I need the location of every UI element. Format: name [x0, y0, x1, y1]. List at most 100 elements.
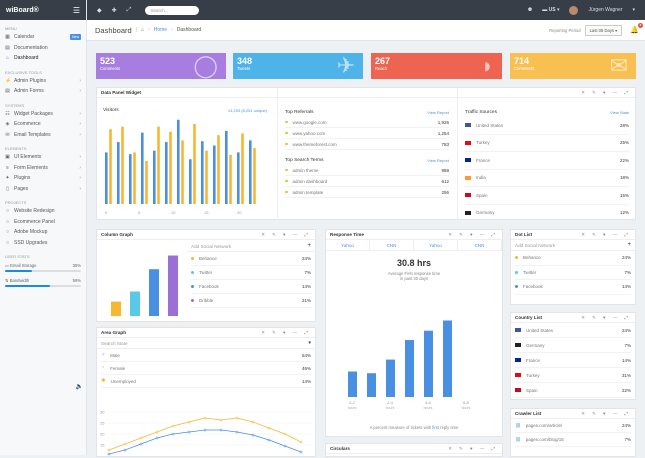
- tab-cnn[interactable]: CNN: [458, 240, 502, 250]
- crawler-row[interactable]: ⛓ pages.com/blog/15 7%: [515, 433, 631, 447]
- search-input[interactable]: Search...: [145, 5, 200, 15]
- traffic-row[interactable]: United States 28%: [465, 117, 629, 135]
- breadcrumb-home[interactable]: Home: [153, 27, 168, 33]
- diamond-icon[interactable]: ◆: [97, 7, 102, 14]
- form-elements-icon: ≡: [6, 164, 9, 171]
- country-row[interactable]: France 14%: [515, 353, 631, 368]
- chevron-down-icon[interactable]: ▾: [308, 340, 311, 346]
- crosshair-icon[interactable]: ✚: [111, 7, 117, 14]
- speaker-icon[interactable]: 🔈: [75, 384, 83, 390]
- crawler-row[interactable]: ⛓ pages.com/article/24%: [515, 419, 631, 433]
- list-item[interactable]: Facebook 14%: [191, 280, 311, 294]
- chevron-down-icon[interactable]: ▾: [632, 7, 635, 13]
- sidebar-item-adobe-mockup[interactable]: ○ Adobe Mockup: [0, 227, 86, 238]
- view-report-link[interactable]: View Report: [427, 158, 449, 163]
- list-item[interactable]: www.yahoo.com 1,254: [285, 128, 449, 139]
- sidebar-section-title: ELEMENTS: [5, 146, 27, 151]
- list-item[interactable]: ♂ Male 54%: [101, 349, 311, 362]
- list-item[interactable]: Twitter 7%: [515, 266, 631, 280]
- list-item[interactable]: Dribble 21%: [191, 294, 311, 308]
- sidebar-item-plugins[interactable]: ✦ Plugins ›: [0, 173, 86, 184]
- traffic-row[interactable]: Turkey 25%: [465, 135, 629, 152]
- search-state-select[interactable]: Search State ▾: [97, 338, 315, 349]
- sidebar-item-email-templates[interactable]: ✉ Email Templates ›: [0, 130, 86, 141]
- list-item[interactable]: ♀ Female 46%: [101, 362, 311, 375]
- list-title: Top Referrals: [285, 110, 314, 115]
- list-item-value: 7%: [304, 270, 311, 275]
- sidebar-item-widget-packages[interactable]: ☷ Widget Packages ›: [0, 109, 86, 120]
- sidebar-item-calendar[interactable]: ▦ Calendar New: [0, 32, 86, 43]
- sidebar-item-admin-forms[interactable]: ▤ Admin Forms ›: [0, 86, 86, 97]
- list-item[interactable]: ✱ Unemployed 14%: [101, 375, 311, 388]
- sidebar-item-ecommerce-panel[interactable]: ○ Ecommerce Panel: [0, 217, 86, 228]
- visitors-bar-blue: [165, 142, 168, 204]
- list-item[interactable]: Behance 24%: [191, 252, 311, 266]
- panel-tools[interactable]: ✕ ✎ ♥ — ⤢: [581, 231, 631, 237]
- country-row[interactable]: Germany 7%: [515, 338, 631, 353]
- country-row[interactable]: United States 24%: [515, 323, 631, 338]
- avatar[interactable]: [569, 5, 579, 15]
- panel-tools[interactable]: ✕ ✎ ♥ — ⤢: [261, 329, 311, 335]
- traffic-row[interactable]: Spain 15%: [465, 187, 629, 205]
- panel-tools[interactable]: ✕ ✎ ♥ — ⤢: [581, 89, 631, 95]
- sidebar-item-website-redesign[interactable]: ○ Website Redesign: [0, 206, 86, 217]
- list-item[interactable]: admin dashboard 612: [285, 176, 449, 187]
- sidebar-item-documentation[interactable]: ▤ Documentation: [0, 43, 86, 54]
- panel-tools[interactable]: ✕ ✎ ♥ — ⤢: [448, 445, 498, 451]
- panel-title: Response Time: [330, 232, 364, 237]
- list-item[interactable]: www.themeforest.com 783: [285, 139, 449, 150]
- add-social-input[interactable]: Add Social Network +: [511, 240, 635, 251]
- list-item[interactable]: www.google.com 1,926: [285, 117, 449, 128]
- sidebar-item-ecommerce[interactable]: ◈ Ecommerce ›: [0, 119, 86, 130]
- plus-icon[interactable]: +: [307, 243, 311, 249]
- flag-icon: [465, 193, 471, 198]
- panel-tools[interactable]: ✕ ✎ ♥ — ⤢: [581, 410, 631, 416]
- traffic-row[interactable]: Germany 12%: [465, 205, 629, 222]
- sidebar-item-dashboard[interactable]: ⌂ Dashboard: [0, 53, 86, 64]
- user-name[interactable]: Jürgen Wagner: [588, 7, 623, 13]
- network-icon[interactable]: ⚉: [527, 7, 533, 13]
- traffic-row[interactable]: India 18%: [465, 170, 629, 187]
- home-icon[interactable]: ⌂: [141, 27, 145, 33]
- expand-icon[interactable]: ⤢: [126, 6, 132, 13]
- hamburger-icon[interactable]: ☰: [72, 5, 80, 15]
- tab-yahoo[interactable]: Yahoo: [414, 240, 458, 250]
- traffic-row[interactable]: France 22%: [465, 152, 629, 170]
- list-item[interactable]: admin template 256: [285, 187, 449, 198]
- reporting-period-select[interactable]: Last 05 Days ▾: [584, 24, 623, 36]
- plus-icon[interactable]: +: [627, 242, 631, 248]
- list-item[interactable]: admin theme 988: [285, 165, 449, 176]
- list-item[interactable]: Facebook 14%: [515, 280, 631, 295]
- view-report-link[interactable]: View Report: [427, 110, 449, 115]
- visitors-bar-yellow: [121, 126, 124, 204]
- language-selector[interactable]: ▬ US ▾: [542, 7, 560, 13]
- country-row[interactable]: Spain 22%: [515, 383, 631, 398]
- sidebar-item-form-elements[interactable]: ≡ Form Elements ›: [0, 163, 86, 174]
- panel-tools[interactable]: ✕ ✎ ♥ — ⤢: [581, 314, 631, 320]
- panel-tools[interactable]: ✕ ✎ ♥ — ⤢: [261, 231, 311, 237]
- view-stats-link[interactable]: View Stats: [610, 110, 629, 115]
- sidebar-item-pages[interactable]: ▯ Pages ›: [0, 184, 86, 195]
- stat-card[interactable]: 267 Reach ◗: [371, 53, 502, 79]
- country-row[interactable]: Turkey 31%: [515, 368, 631, 383]
- list-item[interactable]: Twitter 7%: [191, 266, 311, 280]
- sidebar-item-ssd-upgrades[interactable]: ○ SSD Upgrades: [0, 238, 86, 249]
- home-icon: ⌂: [5, 55, 10, 62]
- visitors-bar-yellow: [253, 148, 256, 204]
- column-bar: [149, 269, 159, 316]
- visitors-bar-blue: [189, 159, 192, 204]
- sidebar-item-admin-plugins[interactable]: ⚡ Admin Plugins ›: [0, 76, 86, 87]
- stat-card[interactable]: 523 Comments ◯: [96, 53, 226, 79]
- tab-cnn[interactable]: CNN: [370, 240, 414, 250]
- panel-tools[interactable]: ✕ ✎ ♥ — ⤢: [448, 231, 498, 237]
- add-social-input[interactable]: Add Social Network +: [187, 241, 315, 252]
- sidebar-item-ui-elements[interactable]: ▣ UI Elements ›: [0, 152, 86, 163]
- x-tick-label: 4-6: [425, 400, 432, 405]
- stat-card[interactable]: 348 Tweets ✈: [233, 53, 363, 79]
- list-item[interactable]: Behance 24%: [515, 251, 631, 266]
- data-panel-widget: Data Panel Widget ✕ ✎ ♥ — ⤢ Visitors 13,2…: [96, 87, 636, 222]
- notification-icon[interactable]: 🔔 3: [630, 23, 643, 34]
- stat-card[interactable]: 714 Comments ✉: [510, 53, 636, 79]
- tab-yahoo[interactable]: Yahoo: [326, 240, 370, 250]
